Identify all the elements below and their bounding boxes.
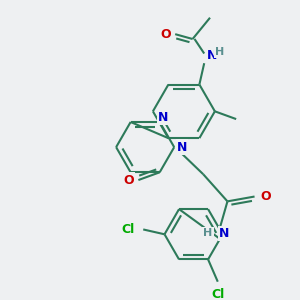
Text: N: N [177, 141, 187, 154]
Text: Cl: Cl [211, 288, 224, 300]
Text: N: N [207, 49, 217, 62]
Text: N: N [158, 111, 169, 124]
Text: O: O [160, 28, 171, 41]
Text: H: H [215, 46, 224, 57]
Text: Cl: Cl [121, 223, 134, 236]
Text: O: O [261, 190, 272, 203]
Text: O: O [123, 174, 134, 187]
Text: N: N [219, 227, 230, 240]
Text: H: H [203, 228, 213, 238]
